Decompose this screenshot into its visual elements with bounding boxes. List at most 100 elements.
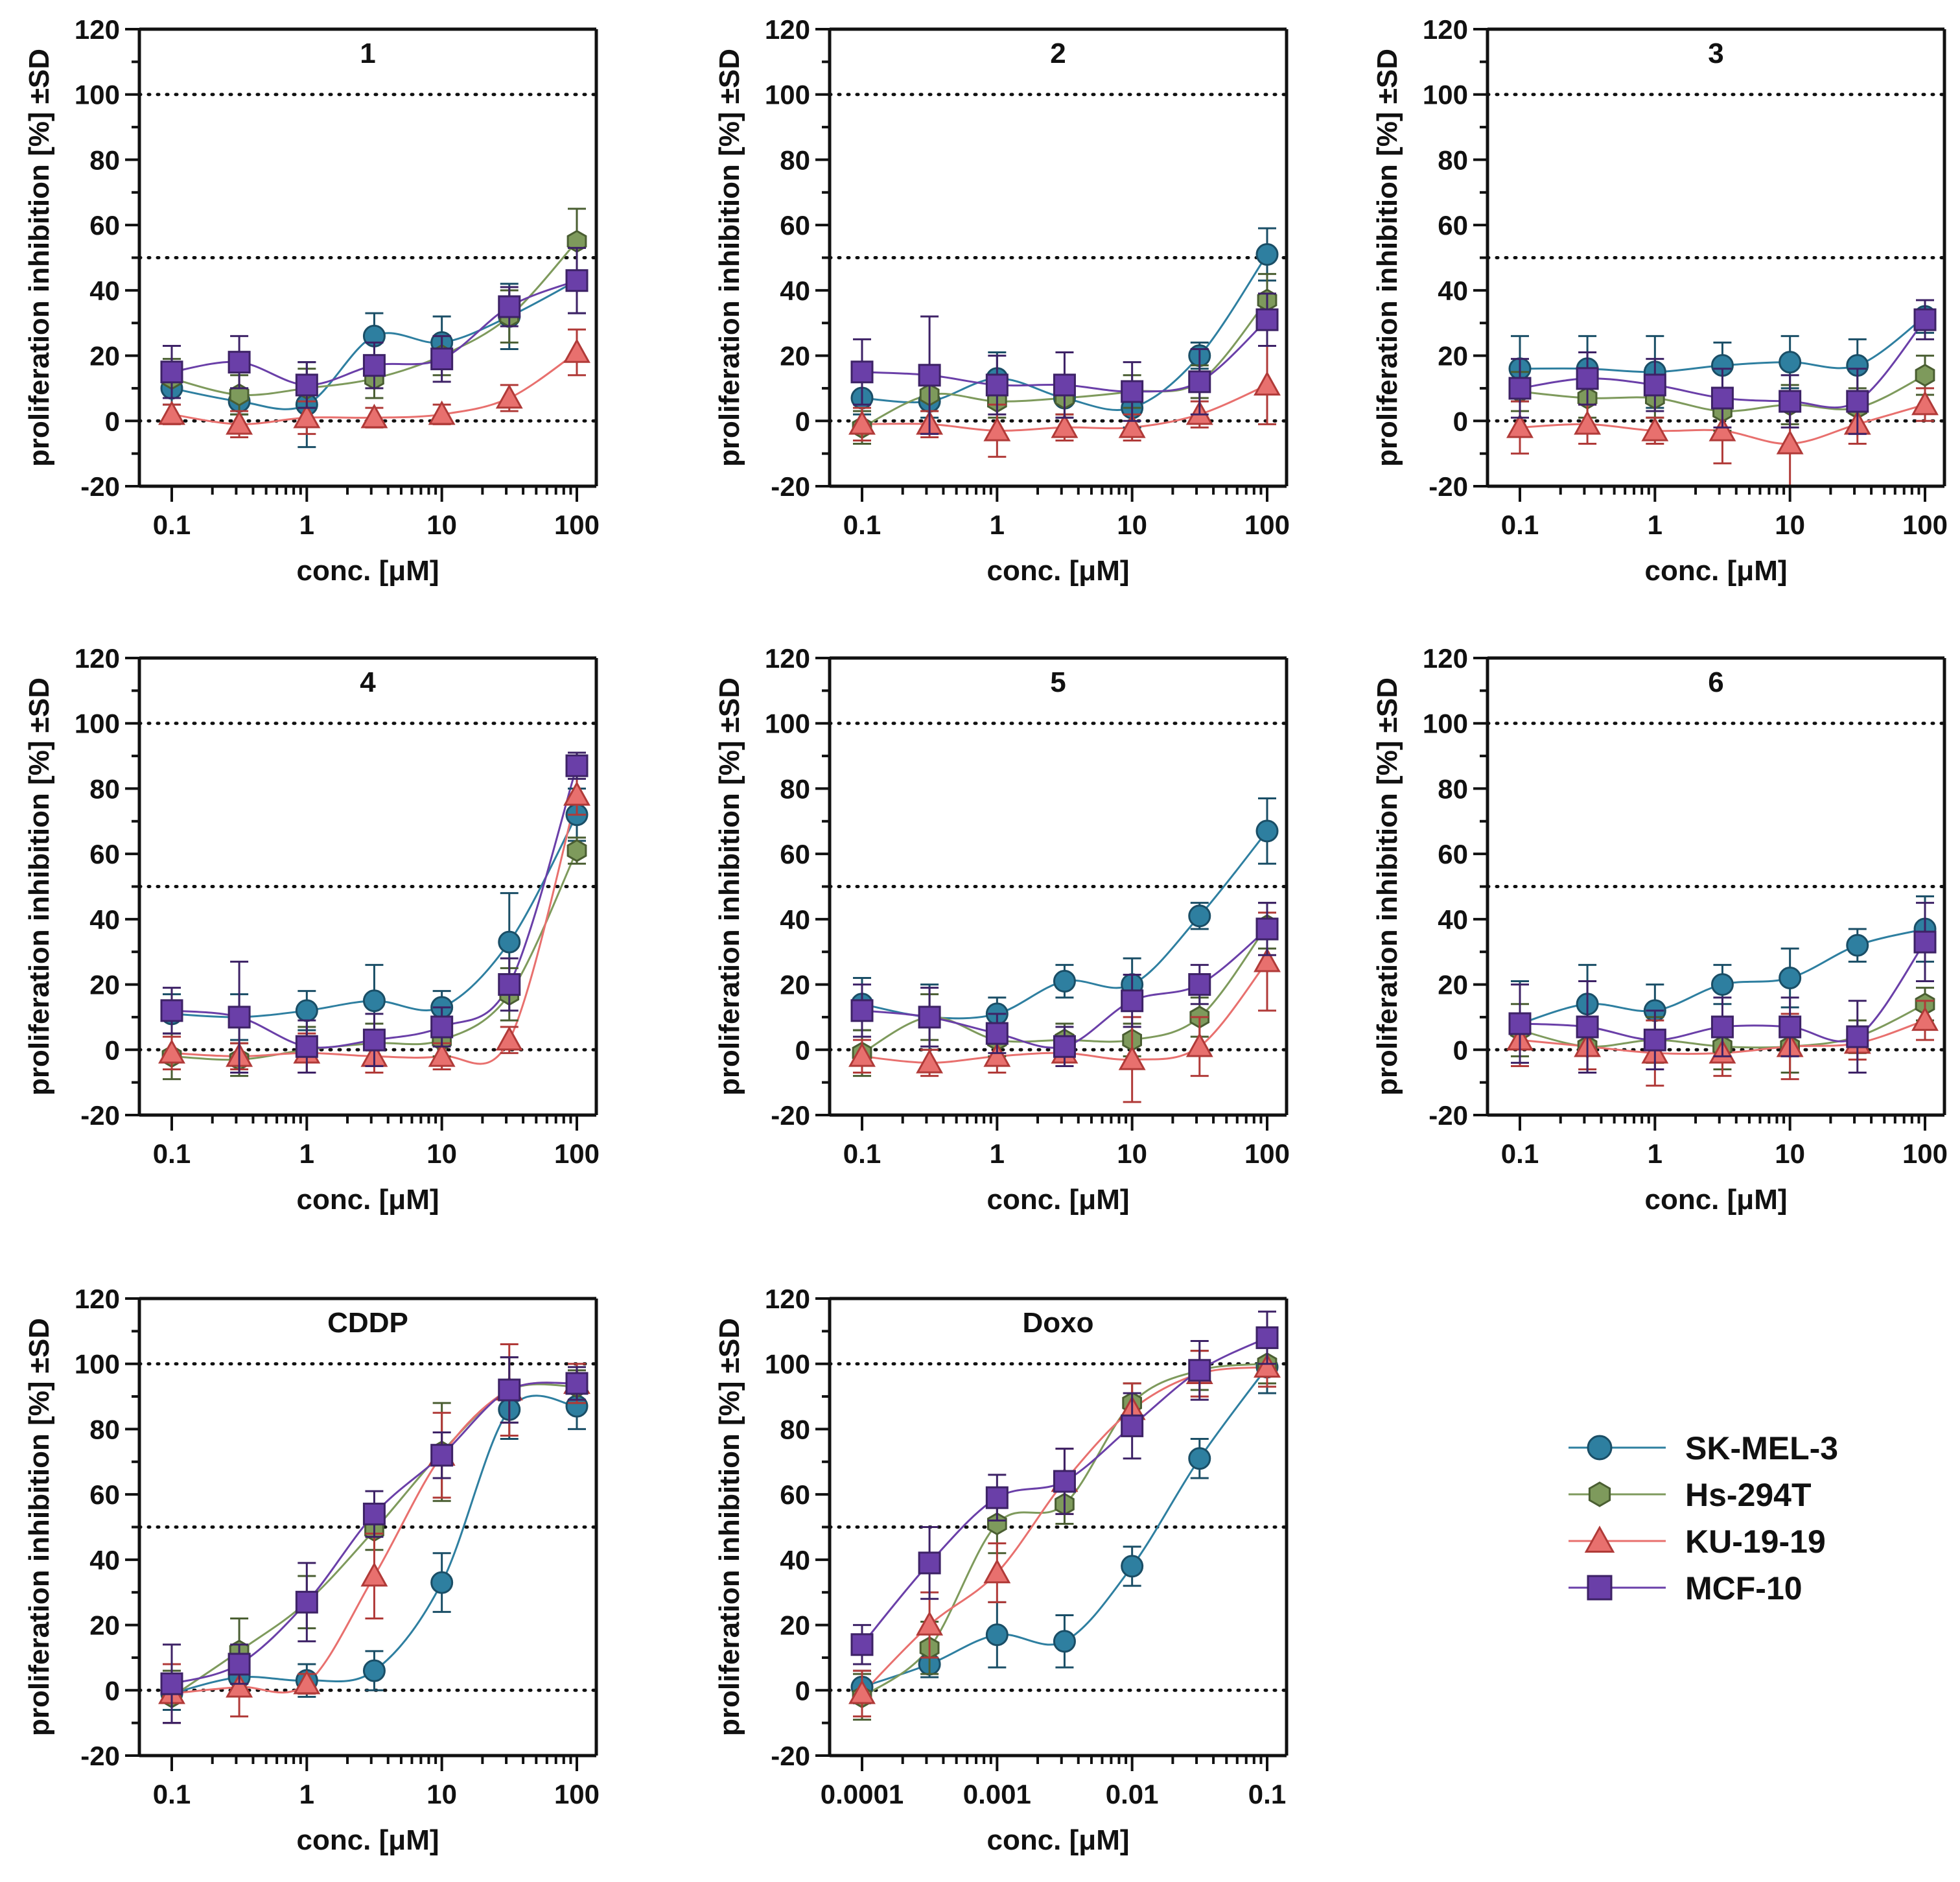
legend-label: SK-MEL-3 [1685, 1430, 1838, 1466]
x-tick-label: 10 [426, 510, 457, 540]
data-point [848, 1679, 876, 1704]
y-tick-label: -20 [1429, 1100, 1468, 1131]
y-tick-label: 40 [780, 904, 810, 935]
data-point [1776, 430, 1804, 454]
y-tick-label: 60 [89, 1479, 120, 1510]
data-point [295, 373, 318, 397]
y-axis-title: proliferation inhibition [%] ±SD [1371, 677, 1403, 1096]
data-point [1255, 917, 1279, 941]
data-point [498, 930, 521, 954]
y-axis-title: proliferation inhibition [%] ±SD [714, 49, 745, 467]
x-axis-title: conc. [μM] [296, 1824, 439, 1856]
panel-title: Doxo [1023, 1307, 1094, 1339]
data-point [362, 1502, 386, 1525]
data-point [1779, 967, 1802, 989]
data-point [1255, 819, 1279, 843]
data-point [850, 360, 874, 384]
data-point [1188, 973, 1211, 996]
x-tick-label: 1 [990, 510, 1005, 540]
data-point [160, 999, 183, 1022]
y-tick-label: 0 [795, 1035, 810, 1065]
data-point [1846, 934, 1869, 957]
x-axis-title: conc. [μM] [986, 1824, 1129, 1856]
y-tick-label: -20 [771, 1741, 810, 1771]
data-point [293, 403, 321, 429]
data-point [158, 400, 185, 425]
data-point [1121, 989, 1144, 1013]
data-point [1913, 308, 1937, 331]
data-point [1508, 377, 1532, 400]
y-tick-label: 40 [780, 1545, 810, 1575]
data-point [1254, 1353, 1281, 1378]
y-axis-title: proliferation inhibition [%] ±SD [23, 677, 55, 1096]
y-tick-label: 20 [1438, 341, 1468, 371]
x-tick-label: 0.1 [843, 1138, 881, 1169]
x-axis-title: conc. [μM] [296, 555, 439, 587]
data-point [1254, 947, 1281, 972]
y-tick-label: 40 [89, 904, 120, 935]
data-point [916, 1048, 944, 1074]
x-tick-label: 100 [554, 1138, 600, 1169]
data-point [985, 373, 1009, 397]
y-tick-label: 120 [765, 14, 810, 45]
panel-5: -20 0 20 40 60 80 100 120 0.1 1 10 100 5 conc. [μM] pr… [714, 643, 1290, 1216]
panel-title: 2 [1050, 38, 1066, 69]
data-point [229, 383, 250, 406]
data-point [362, 1659, 386, 1682]
y-tick-label: 0 [105, 1675, 120, 1706]
series-mcf-10 [1508, 902, 1937, 1074]
y-tick-label: -20 [771, 1100, 810, 1131]
data-point [430, 1444, 454, 1467]
data-point [498, 295, 521, 318]
data-point [226, 410, 253, 435]
y-tick-label: 100 [765, 80, 810, 110]
y-tick-label: 0 [1453, 406, 1468, 436]
y-tick-label: 100 [765, 709, 810, 739]
legend-label: KU-19-19 [1685, 1523, 1826, 1560]
data-point [563, 338, 590, 363]
data-point [430, 347, 454, 371]
y-tick-label: 120 [1423, 643, 1468, 674]
panel-title: 5 [1050, 666, 1066, 698]
series-mcf-10 [160, 1356, 589, 1724]
y-tick-label: 40 [780, 276, 810, 306]
y-tick-label: 80 [780, 773, 810, 804]
y-tick-label: 20 [1438, 970, 1468, 1000]
y-tick-label: 60 [1438, 839, 1468, 869]
data-point [1255, 1326, 1279, 1349]
data-point [362, 989, 386, 1013]
x-tick-label: 10 [1117, 510, 1147, 540]
data-point [1508, 1012, 1532, 1035]
data-point [918, 364, 941, 387]
y-tick-label: 100 [765, 1349, 810, 1380]
y-tick-label: 20 [89, 1610, 120, 1641]
data-point [295, 1590, 318, 1614]
x-axis-title: conc. [μM] [986, 555, 1129, 587]
data-point [1710, 386, 1734, 410]
data-point [918, 1006, 941, 1029]
y-tick-label: 0 [105, 1035, 120, 1065]
y-tick-label: 60 [89, 210, 120, 241]
panel-3: -20 0 20 40 60 80 100 120 0.1 1 10 100 3 conc. [μM] pr… [1371, 14, 1948, 587]
y-tick-label: 100 [75, 709, 120, 739]
x-tick-label: 0.01 [1106, 1779, 1159, 1809]
data-point [430, 1571, 454, 1594]
data-point [228, 351, 251, 374]
data-point [1779, 390, 1802, 413]
data-point [1121, 380, 1144, 403]
y-axis-title: proliferation inhibition [%] ±SD [1371, 49, 1403, 467]
data-point [985, 1486, 1009, 1509]
data-point [983, 416, 1011, 441]
series-ku-19-19 [158, 328, 590, 438]
y-tick-label: 100 [1423, 709, 1468, 739]
y-tick-label: -20 [80, 471, 120, 502]
x-tick-label: 100 [554, 1779, 600, 1809]
y-tick-label: 100 [75, 80, 120, 110]
data-point [1188, 1447, 1211, 1470]
y-tick-label: -20 [80, 1741, 120, 1771]
y-axis-title: proliferation inhibition [%] ±SD [714, 677, 745, 1096]
x-tick-label: 0.1 [1248, 1779, 1286, 1809]
x-tick-label: 0.1 [153, 510, 191, 540]
